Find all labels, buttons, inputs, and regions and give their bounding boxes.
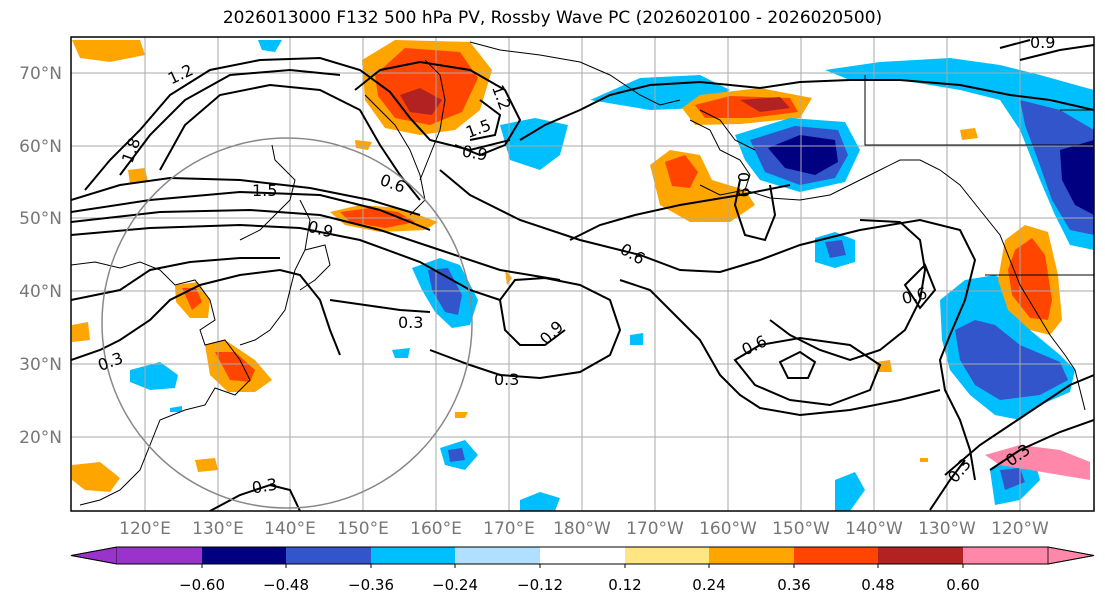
- colorbar-segment: [455, 547, 540, 564]
- contour-label: 0.6: [617, 239, 649, 268]
- lon-label: 120°W: [991, 519, 1049, 539]
- colorbar-segment: [794, 547, 878, 564]
- longitude-labels: 120°E 130°E 140°E 150°E 160°E 170°E 180°…: [119, 519, 1049, 539]
- contour-label: 0.6: [378, 170, 408, 197]
- contour-label: 0.9: [306, 217, 336, 242]
- colorbar-segment: [709, 547, 794, 564]
- colorbar: [70, 546, 1095, 568]
- lat-label: 50°N: [19, 209, 62, 229]
- contour-label: 1.2: [165, 60, 196, 88]
- colorbar-tick-label: −0.60: [179, 576, 225, 594]
- contour-label: 0.3: [494, 370, 519, 389]
- colorbar-tick-label: 0.12: [608, 576, 641, 594]
- colorbar-extend-high: [1047, 546, 1095, 565]
- lat-label: 30°N: [19, 355, 62, 375]
- colorbar-tick-label: −0.24: [432, 576, 478, 594]
- lon-label: 170°W: [626, 519, 684, 539]
- colorbar-ticks: −0.60 −0.48 −0.36 −0.24 −0.12 0.12 0.24 …: [179, 576, 980, 594]
- contour-label: 0.9: [734, 172, 753, 197]
- colorbar-segment: [878, 547, 963, 564]
- lon-label: 160°W: [699, 519, 757, 539]
- lon-label: 170°E: [483, 519, 535, 539]
- lon-label: 160°E: [410, 519, 462, 539]
- colorbar-tick-label: 0.48: [861, 576, 894, 594]
- colorbar-segment: [117, 547, 202, 564]
- contour-label: 0.9: [536, 317, 567, 348]
- lat-label: 70°N: [19, 64, 62, 84]
- colorbar-segment: [625, 547, 709, 564]
- contour-label: 0.9: [461, 141, 489, 164]
- lat-label: 20°N: [19, 428, 62, 448]
- colorbar-segment: [540, 547, 625, 564]
- contour-label: 0.6: [900, 283, 930, 308]
- latitude-labels: 70°N 60°N 50°N 40°N 30°N 20°N: [19, 64, 62, 448]
- colorbar-extend-low: [70, 546, 118, 565]
- contour-label: 0.9: [1030, 33, 1055, 52]
- contour-label: 1.8: [118, 135, 145, 165]
- contour-label: 0.3: [250, 474, 278, 497]
- colorbar-tick-label: 0.24: [692, 576, 725, 594]
- map-frame: [70, 36, 1095, 512]
- colorbar-segment: [202, 547, 286, 564]
- lon-label: 180°W: [553, 519, 611, 539]
- lon-label: 120°E: [119, 519, 171, 539]
- lon-label: 140°E: [264, 519, 316, 539]
- colorbar-segment: [371, 547, 455, 564]
- pv-anomaly-shading: [72, 40, 1094, 511]
- colorbar-segment: [963, 547, 1048, 564]
- lon-label: 130°E: [192, 519, 244, 539]
- lon-label: 150°E: [337, 519, 389, 539]
- colorbar-tick-label: 0.60: [946, 576, 979, 594]
- contour-label: 0.3: [398, 313, 423, 332]
- lon-label: 130°W: [918, 519, 976, 539]
- colorbar-tick-label: −0.12: [517, 576, 563, 594]
- lat-label: 60°N: [19, 137, 62, 157]
- colorbar-tick-label: 0.36: [777, 576, 810, 594]
- reference-circle: [101, 137, 473, 509]
- contour-label: 0.3: [95, 348, 125, 375]
- colorbar-tick-label: −0.36: [348, 576, 394, 594]
- contour-labels: 1.2 1.8 1.5 0.6 0.9 1.2 1.5 0.9 0.9 0.6 …: [95, 33, 1055, 498]
- colorbar-tick-label: −0.48: [263, 576, 309, 594]
- lat-label: 40°N: [19, 282, 62, 302]
- contour-label: 1.5: [252, 181, 277, 200]
- colorbar-segment: [286, 547, 371, 564]
- lon-label: 150°W: [772, 519, 830, 539]
- pv-contours: [71, 39, 1094, 511]
- colorbar-outline: [70, 546, 1095, 565]
- lon-label: 140°W: [845, 519, 903, 539]
- map-title: 2026013000 F132 500 hPa PV, Rossby Wave …: [222, 8, 883, 28]
